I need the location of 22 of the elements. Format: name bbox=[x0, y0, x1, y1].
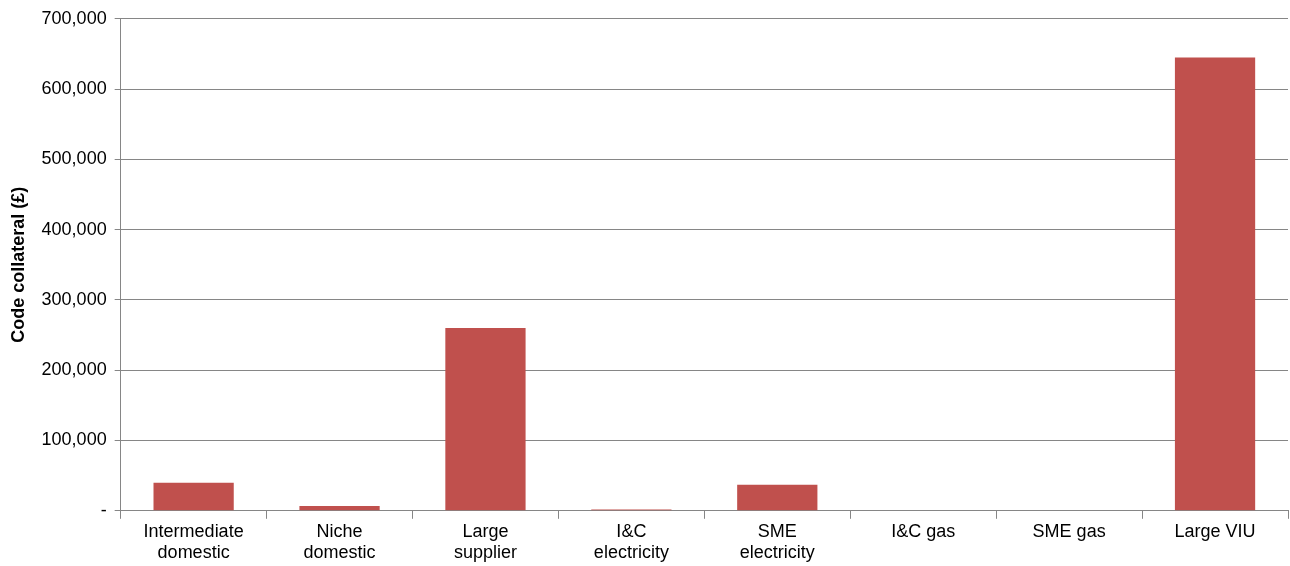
y-axis-title: Code collateral (£) bbox=[7, 186, 28, 343]
y-tick-label: 100,000 bbox=[41, 429, 107, 450]
x-tick-label: Intermediate domestic bbox=[143, 520, 244, 563]
x-tick-label: Niche domestic bbox=[303, 520, 376, 563]
y-tick-label: 400,000 bbox=[41, 218, 107, 239]
bar bbox=[299, 505, 380, 511]
x-tick-label: I&C electricity bbox=[593, 520, 669, 563]
bar bbox=[1174, 57, 1256, 511]
y-tick-label: 300,000 bbox=[41, 288, 107, 309]
bar bbox=[445, 328, 526, 511]
x-tick-label: Large VIU bbox=[1174, 520, 1256, 541]
y-tick-label: 500,000 bbox=[41, 148, 107, 169]
x-tick-label: Large supplier bbox=[453, 520, 517, 563]
x-tick-label: I&C gas bbox=[891, 520, 956, 541]
x-tick-label: SME electricity bbox=[739, 520, 815, 563]
bar bbox=[737, 484, 818, 511]
bar bbox=[153, 482, 234, 511]
x-tick-label: SME gas bbox=[1032, 520, 1106, 541]
y-tick-label: 200,000 bbox=[41, 359, 107, 380]
y-tick-label: 700,000 bbox=[41, 7, 107, 28]
y-tick-label: - bbox=[100, 499, 107, 520]
y-tick-label: 600,000 bbox=[41, 78, 107, 99]
